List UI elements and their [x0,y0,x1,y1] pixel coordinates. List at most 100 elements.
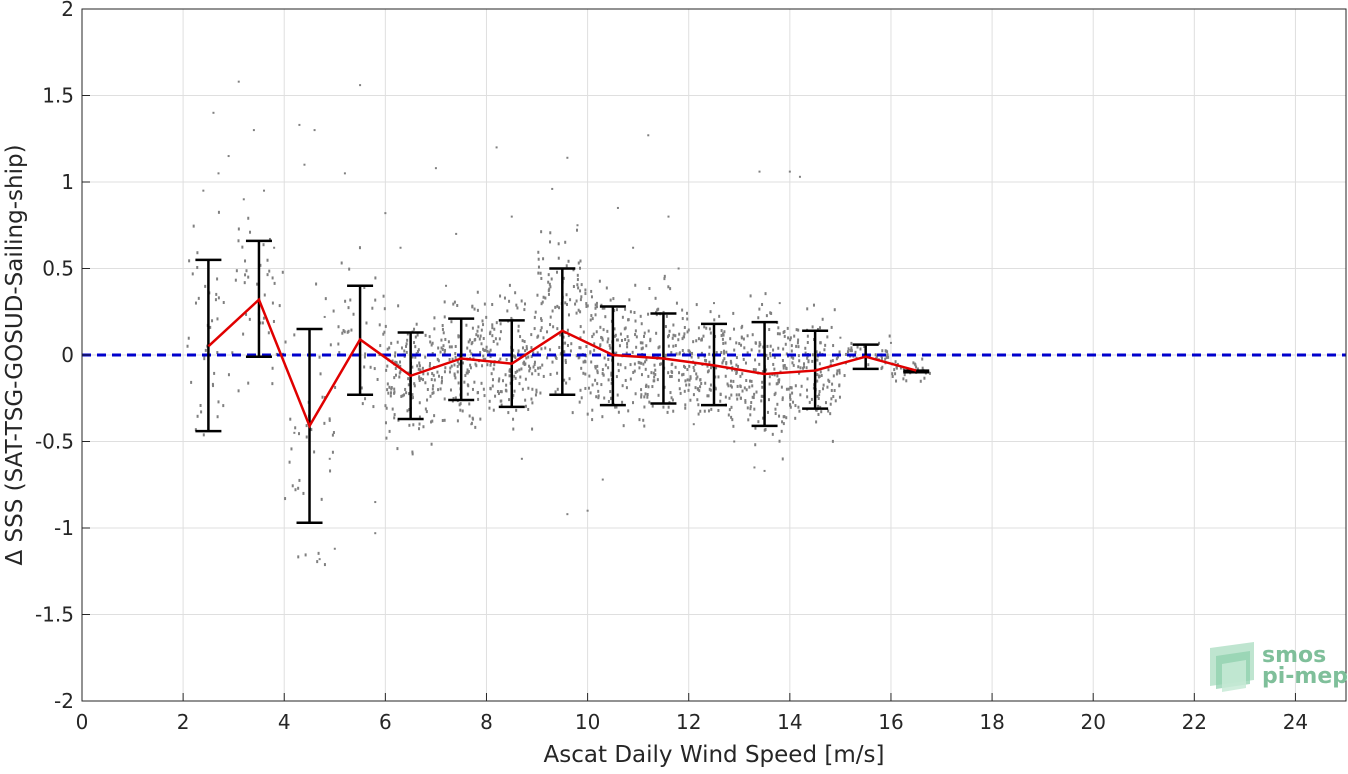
scatter-point [389,394,392,398]
scatter-point [902,377,905,381]
scatter-point [587,386,590,390]
scatter-point [811,353,814,357]
scatter-point [407,383,410,387]
scatter-point [272,319,275,323]
scatter-point [881,349,884,353]
scatter-point [781,358,784,362]
scatter-point [588,374,591,378]
scatter-point [302,491,305,495]
scatter-point [489,330,492,334]
scatter-point [252,129,255,132]
scatter-point [731,418,734,422]
scatter-point [666,410,669,414]
scatter-point [413,327,416,331]
scatter-point [482,337,485,341]
scatter-point [432,373,435,377]
scatter-point [739,384,742,388]
scatter-point [488,350,491,354]
scatter-point [489,348,492,352]
scatter-point [721,332,724,336]
y-axis-ticks: -2 -1.5 -1 -0.5 0 0.5 1 1.5 2 [35,0,90,713]
scatter-point [811,325,814,329]
scatter-point [773,393,776,397]
scatter-point [556,371,559,375]
scatter-point [266,258,269,262]
scatter-point [582,360,585,364]
scatter-point [720,334,723,338]
scatter-point [819,341,822,345]
scatter-point [216,277,219,281]
scatter-point [186,344,189,348]
scatter-point [730,385,733,389]
scatter-point [473,380,476,384]
scatter-point [741,372,744,376]
scatter-point [359,84,362,87]
scatter-point [386,364,389,368]
x-tick-label: 22 [1182,710,1207,734]
scatter-point [804,346,807,350]
scatter-point [803,362,806,366]
scatter-point [374,532,377,535]
scatter-point [584,292,587,296]
scatter-point [430,343,433,347]
scatter-point [735,356,738,360]
scatter-point [452,302,455,306]
scatter-point [767,398,770,402]
scatter-point [204,348,207,352]
scatter-point [549,323,552,327]
scatter-point [531,372,534,376]
scatter-point [349,298,352,302]
scatter-point [579,346,582,350]
scatter-point [609,390,612,394]
scatter-point [754,341,757,345]
scatter-point [331,450,334,454]
scatter-point [764,427,767,431]
scatter-point [762,416,765,420]
scatter-point [839,336,842,339]
scatter-point [769,352,772,356]
scatter-point [735,341,738,345]
scatter-point [792,356,795,360]
scatter-point [551,360,554,364]
scatter-point [795,344,798,348]
scatter-point [640,388,643,392]
scatter-point [505,358,508,362]
scatter-point [479,351,482,355]
scatter-point [750,401,753,405]
scatter-point [271,301,274,305]
scatter-point [444,348,447,352]
scatter-point [792,400,795,404]
scatter-point [804,351,807,355]
scatter-point [783,364,786,368]
scatter-point [688,364,691,368]
scatter-point [849,349,852,353]
scatter-point [563,378,566,382]
scatter-point [643,395,646,399]
scatter-point [384,324,387,328]
scatter-point [289,417,292,421]
scatter-point [329,343,332,347]
scatter-point [627,318,630,322]
scatter-point [722,359,725,363]
scatter-point [613,327,616,331]
logo-line2: pi-mep [1262,664,1348,689]
scatter-point [544,296,547,300]
scatter-point [411,396,414,400]
scatter-point [618,344,621,348]
scatter-point [508,283,511,287]
scatter-point [589,391,592,395]
scatter-point [441,327,444,331]
scatter-point [540,230,543,234]
scatter-point [431,372,434,376]
scatter-point [324,297,327,301]
scatter-point [244,259,247,263]
scatter-point [464,374,467,378]
scatter-point [697,326,700,330]
scatter-point [227,373,230,377]
x-tick-label: 6 [379,710,392,734]
scatter-point [499,357,502,361]
scatter-point [736,384,739,388]
scatter-point [664,325,667,329]
scatter-point [886,350,889,354]
scatter-point [703,325,706,329]
